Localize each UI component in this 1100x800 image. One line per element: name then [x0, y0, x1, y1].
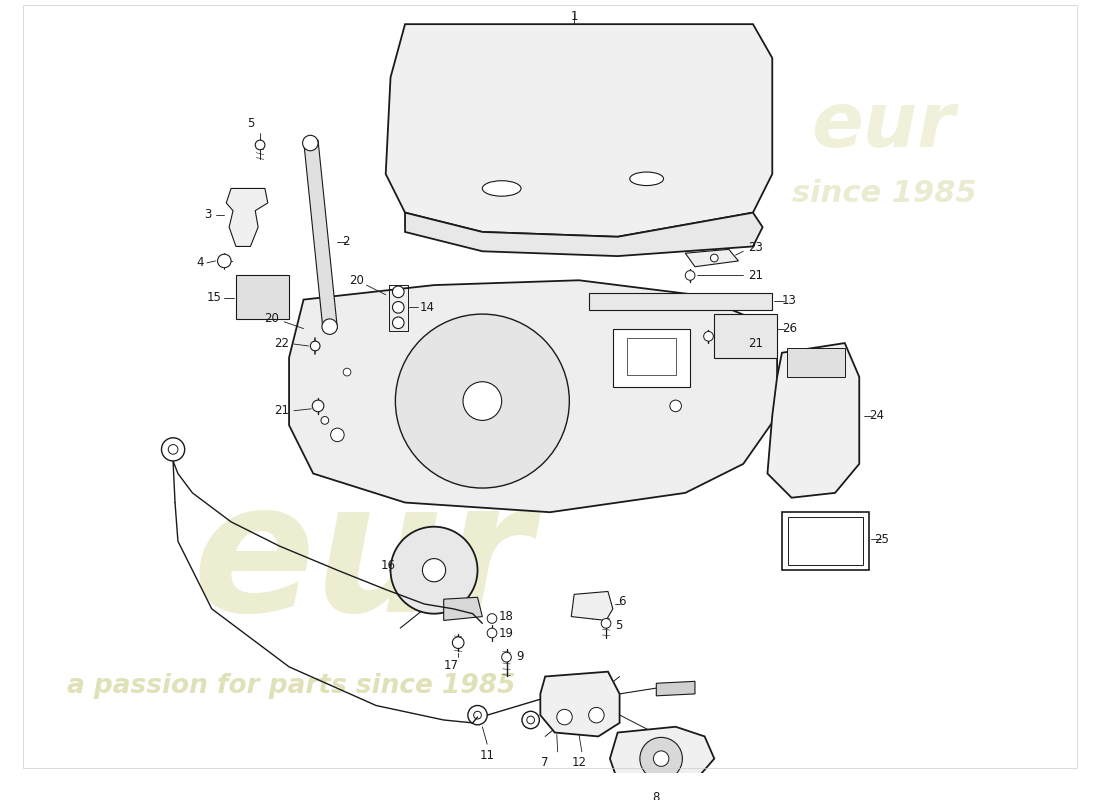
Bar: [235, 275, 289, 319]
Polygon shape: [289, 280, 777, 512]
Bar: [388, 285, 408, 330]
Text: 16: 16: [381, 559, 395, 572]
Text: 20: 20: [350, 274, 364, 286]
Circle shape: [302, 135, 318, 150]
Circle shape: [168, 445, 178, 454]
Text: 8: 8: [652, 790, 660, 800]
Text: a passion for parts since 1985: a passion for parts since 1985: [67, 673, 515, 699]
Text: eur: eur: [811, 89, 955, 162]
Polygon shape: [657, 682, 695, 696]
Circle shape: [312, 400, 323, 412]
Polygon shape: [768, 343, 859, 498]
Text: 21: 21: [748, 337, 763, 350]
Text: 4: 4: [197, 256, 204, 270]
Circle shape: [343, 368, 351, 376]
Text: 12: 12: [572, 756, 586, 769]
Text: eur: eur: [192, 473, 532, 649]
Bar: [788, 517, 864, 566]
Circle shape: [422, 558, 446, 582]
Circle shape: [670, 400, 681, 412]
Text: 15: 15: [207, 291, 221, 304]
Text: 7: 7: [541, 756, 549, 769]
Circle shape: [393, 302, 404, 313]
Circle shape: [463, 382, 502, 420]
Ellipse shape: [629, 172, 663, 186]
Polygon shape: [405, 213, 762, 256]
Circle shape: [711, 254, 718, 262]
Circle shape: [704, 331, 713, 341]
Text: 14: 14: [419, 301, 435, 314]
Text: 22: 22: [274, 337, 289, 350]
Circle shape: [502, 652, 512, 662]
Polygon shape: [443, 598, 483, 621]
Circle shape: [602, 618, 610, 628]
Circle shape: [331, 428, 344, 442]
Text: 3: 3: [205, 208, 212, 221]
Polygon shape: [386, 24, 772, 237]
Circle shape: [162, 438, 185, 461]
Bar: [786, 348, 845, 377]
Text: 21: 21: [748, 269, 763, 282]
Circle shape: [393, 317, 404, 329]
Polygon shape: [304, 140, 338, 329]
Text: 23: 23: [748, 241, 763, 254]
Bar: [613, 329, 690, 386]
Text: 24: 24: [869, 409, 884, 422]
Bar: [714, 314, 777, 358]
Text: 6: 6: [617, 594, 625, 608]
Polygon shape: [571, 591, 613, 621]
Text: 20: 20: [264, 313, 279, 326]
Bar: [782, 512, 869, 570]
Circle shape: [640, 738, 682, 780]
Circle shape: [255, 140, 265, 150]
Circle shape: [685, 270, 695, 280]
Circle shape: [522, 711, 539, 729]
Ellipse shape: [483, 181, 521, 196]
Text: 11: 11: [480, 749, 495, 762]
Bar: [588, 293, 772, 310]
Circle shape: [218, 254, 231, 268]
Circle shape: [395, 314, 570, 488]
Circle shape: [321, 417, 329, 424]
Circle shape: [588, 707, 604, 723]
Circle shape: [452, 637, 464, 649]
Text: 25: 25: [873, 533, 889, 546]
Circle shape: [468, 706, 487, 725]
Polygon shape: [609, 726, 714, 788]
Text: 18: 18: [498, 610, 514, 623]
Text: 9: 9: [516, 650, 524, 662]
Circle shape: [653, 751, 669, 766]
Text: 19: 19: [498, 626, 514, 639]
Text: 2: 2: [342, 235, 350, 248]
Text: 17: 17: [444, 659, 459, 672]
Text: 5: 5: [615, 618, 623, 632]
Polygon shape: [685, 250, 738, 266]
Polygon shape: [227, 189, 267, 246]
Text: 26: 26: [782, 322, 796, 335]
Circle shape: [393, 286, 404, 298]
Text: since 1985: since 1985: [792, 178, 977, 208]
Polygon shape: [540, 672, 619, 737]
Circle shape: [487, 628, 497, 638]
Circle shape: [322, 319, 338, 334]
Text: 13: 13: [782, 294, 796, 307]
Circle shape: [390, 526, 477, 614]
Circle shape: [310, 341, 320, 351]
Circle shape: [527, 716, 535, 724]
Text: 5: 5: [246, 118, 254, 130]
Bar: [627, 338, 675, 375]
Circle shape: [557, 710, 572, 725]
Circle shape: [474, 711, 482, 719]
Text: 1: 1: [571, 10, 578, 22]
Text: 21: 21: [274, 404, 289, 418]
Circle shape: [487, 614, 497, 623]
